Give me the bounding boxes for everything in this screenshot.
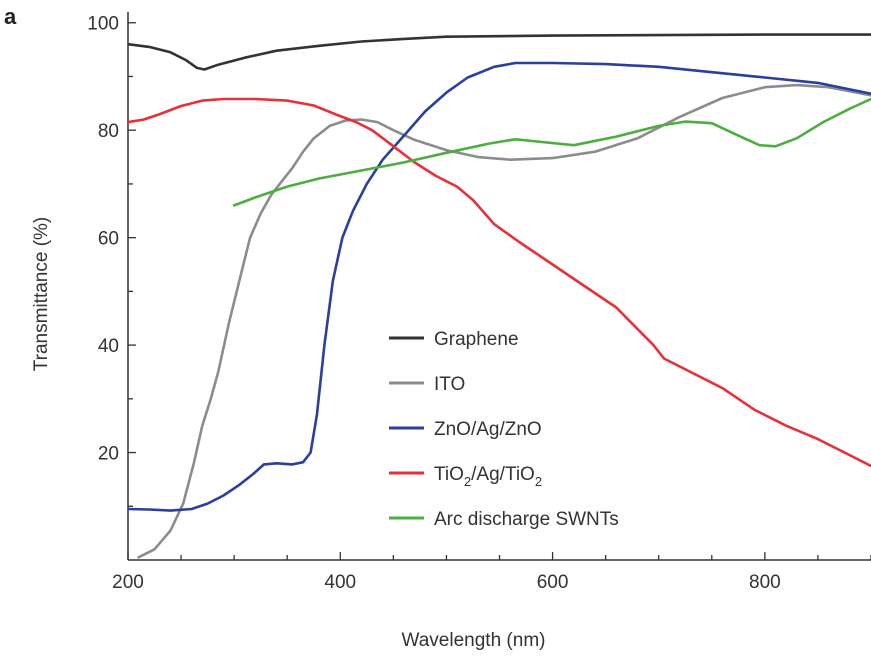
x-axis-title: Wavelength (nm) xyxy=(402,630,546,651)
plot-area: 200 400 600 800 20 40 60 80 100 xyxy=(87,12,871,593)
y-tick-label: 100 xyxy=(87,14,119,35)
x-tick-label: 200 xyxy=(112,572,144,593)
legend-label: TiO2/Ag/TiO2 xyxy=(434,464,542,489)
series-line-zno-ag-zno xyxy=(128,61,871,512)
series-line-ito xyxy=(137,83,871,559)
series-line-tio2-ag-tio2 xyxy=(128,97,871,468)
series-line-arc-discharge-swnts xyxy=(232,97,871,207)
panel-label: a xyxy=(4,4,17,29)
x-tick-label: 600 xyxy=(537,572,569,593)
x-tick-label: 400 xyxy=(324,572,356,593)
series-line-graphene xyxy=(128,33,871,71)
legend: Graphene ITO ZnO/Ag/ZnO TiO2/Ag/TiO2 Arc dis… xyxy=(389,329,619,530)
legend-label: ITO xyxy=(434,374,465,395)
legend-label: Arc discharge SWNTs xyxy=(434,509,619,530)
legend-label: Graphene xyxy=(434,329,519,350)
y-tick-label: 40 xyxy=(98,336,119,357)
y-tick-label: 20 xyxy=(98,444,119,465)
x-tick-label: 800 xyxy=(749,572,781,593)
y-axis-title: Transmittance (%) xyxy=(31,217,52,372)
y-tick-label: 80 xyxy=(98,121,119,142)
legend-label: ZnO/Ag/ZnO xyxy=(434,419,542,440)
y-tick-label: 60 xyxy=(98,229,119,250)
